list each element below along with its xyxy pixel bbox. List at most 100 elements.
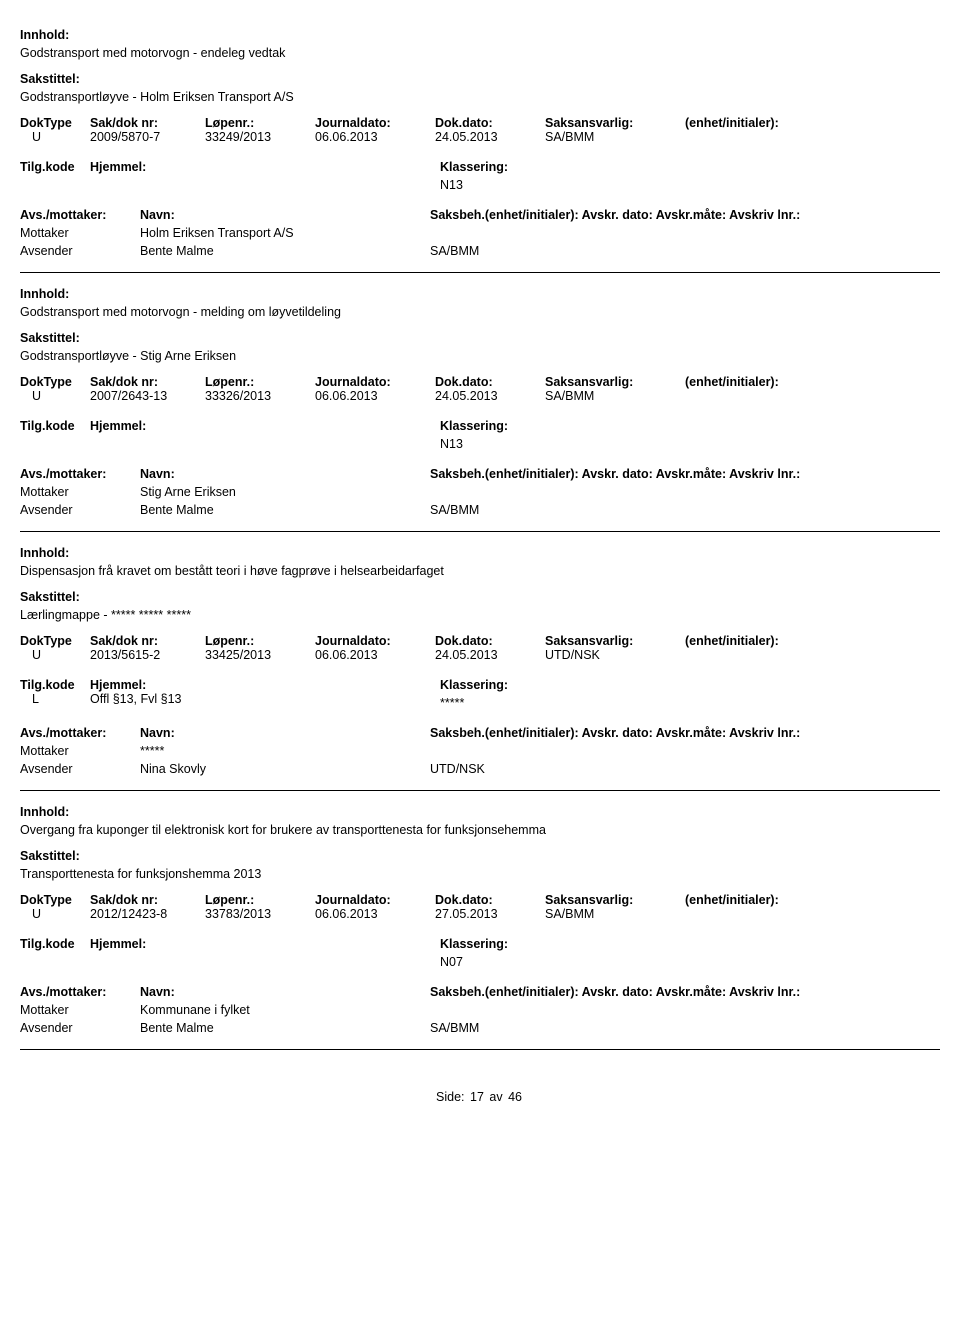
- klassering-label: Klassering:: [440, 160, 508, 174]
- innhold-label: Innhold:: [20, 805, 940, 819]
- saksansvarlig-value: SA/BMM: [545, 130, 685, 144]
- dokdato-header: Dok.dato:: [435, 116, 545, 130]
- journal-record: Innhold: Overgang fra kuponger til elektr…: [20, 805, 940, 1050]
- saknr-header: Sak/dok nr:: [90, 116, 205, 130]
- saksansvarlig-header: Saksansvarlig:: [545, 375, 685, 389]
- klassering-value: N13: [440, 178, 508, 192]
- lopenr-header: Løpenr.:: [205, 116, 315, 130]
- party-name: Bente Malme: [140, 244, 430, 258]
- journaldato-header: Journaldato:: [315, 116, 435, 130]
- saksansvarlig-value: SA/BMM: [545, 389, 685, 403]
- parties-header: Avs./mottaker:Navn:Saksbeh.(enhet/initia…: [20, 208, 940, 222]
- party-unit: SA/BMM: [430, 503, 479, 517]
- party-role: Mottaker: [20, 485, 140, 499]
- journal-record: Innhold:Godstransport med motorvogn - en…: [20, 28, 940, 273]
- doktype-header: DokType: [20, 893, 90, 907]
- enhet-value: [685, 389, 940, 403]
- saksansvarlig-header: Saksansvarlig:: [545, 893, 685, 907]
- parties-header: Avs./mottaker:Navn:Saksbeh.(enhet/initia…: [20, 467, 940, 481]
- party-name: Nina Skovly: [140, 762, 430, 776]
- sakstittel-value: Godstransportløyve - Holm Eriksen Transp…: [20, 90, 940, 104]
- dokdato-value: 27.05.2013: [435, 907, 545, 921]
- doktype-value: U: [20, 389, 90, 403]
- page-footer: Side: 17 av 46: [20, 1090, 940, 1104]
- party-name: *****: [140, 744, 430, 758]
- doktype-header: DokType: [20, 375, 90, 389]
- columns-values: U2012/12423-833783/201306.06.201327.05.2…: [20, 907, 940, 921]
- innhold-label: Innhold:: [20, 28, 940, 42]
- innhold-value: Godstransport med motorvogn - melding om…: [20, 305, 940, 319]
- party-unit: SA/BMM: [430, 1021, 479, 1035]
- saknr-value: 2009/5870-7: [90, 130, 205, 144]
- saksbeh-header: Saksbeh.(enhet/initialer): Avskr. dato: …: [430, 726, 800, 740]
- parties-header: Avs./mottaker:Navn:Saksbeh.(enhet/initia…: [20, 726, 940, 740]
- sakstittel-label: Sakstittel:: [20, 72, 940, 86]
- klassering-label: Klassering:: [440, 419, 508, 433]
- saksansvarlig-header: Saksansvarlig:: [545, 634, 685, 648]
- enhet-header: (enhet/initialer):: [685, 375, 940, 389]
- party-name: Bente Malme: [140, 503, 430, 517]
- party-row: AvsenderNina SkovlyUTD/NSK: [20, 762, 940, 776]
- parties-header: Avs./mottaker:Navn:Saksbeh.(enhet/initia…: [20, 985, 940, 999]
- journal-record: Innhold:Dispensasjon frå kravet om bestå…: [20, 546, 940, 791]
- party-role: Mottaker: [20, 1003, 140, 1017]
- saknr-header: Sak/dok nr:: [90, 893, 205, 907]
- enhet-value: [685, 648, 940, 662]
- saksansvarlig-value: UTD/NSK: [545, 648, 685, 662]
- hjemmel-label: Hjemmel:: [90, 419, 146, 433]
- journaldato-value: 06.06.2013: [315, 907, 435, 921]
- klassering-value: N07: [440, 955, 508, 969]
- journaldato-value: 06.06.2013: [315, 130, 435, 144]
- party-row: MottakerHolm Eriksen Transport A/S: [20, 226, 940, 240]
- journaldato-header: Journaldato:: [315, 634, 435, 648]
- sakstittel-label: Sakstittel:: [20, 331, 940, 345]
- tilgkode-value: L: [20, 692, 90, 706]
- party-row: MottakerKommunane i fylket: [20, 1003, 940, 1017]
- tilgkode-label: Tilg.kode: [20, 937, 90, 969]
- saksbeh-header: Saksbeh.(enhet/initialer): Avskr. dato: …: [430, 467, 800, 481]
- doktype-value: U: [20, 907, 90, 921]
- party-role: Avsender: [20, 762, 140, 776]
- doktype-value: U: [20, 648, 90, 662]
- party-role: Mottaker: [20, 744, 140, 758]
- klassering-value: *****: [440, 696, 508, 710]
- dokdato-value: 24.05.2013: [435, 389, 545, 403]
- saknr-header: Sak/dok nr:: [90, 634, 205, 648]
- columns-header: DokTypeSak/dok nr:Løpenr.:Journaldato:Do…: [20, 634, 940, 648]
- party-role: Mottaker: [20, 226, 140, 240]
- sakstittel-value: Transporttenesta for funksjonshemma 2013: [20, 867, 940, 881]
- doktype-header: DokType: [20, 634, 90, 648]
- lopenr-value: 33783/2013: [205, 907, 315, 921]
- page-total: 46: [508, 1090, 522, 1104]
- columns-values: U2009/5870-733249/201306.06.201324.05.20…: [20, 130, 940, 144]
- party-role: Avsender: [20, 244, 140, 258]
- party-unit: UTD/NSK: [430, 762, 485, 776]
- enhet-header: (enhet/initialer):: [685, 634, 940, 648]
- dokdato-header: Dok.dato:: [435, 375, 545, 389]
- dokdato-header: Dok.dato:: [435, 893, 545, 907]
- avs-mottaker-label: Avs./mottaker:: [20, 726, 140, 740]
- klassering-label: Klassering:: [440, 937, 508, 951]
- avs-mottaker-label: Avs./mottaker:: [20, 985, 140, 999]
- party-name: Holm Eriksen Transport A/S: [140, 226, 430, 240]
- hjemmel-label: Hjemmel:: [90, 937, 146, 951]
- sakstittel-label: Sakstittel:: [20, 849, 940, 863]
- hjemmel-label: Hjemmel:: [90, 160, 146, 174]
- saknr-header: Sak/dok nr:: [90, 375, 205, 389]
- saksansvarlig-value: SA/BMM: [545, 907, 685, 921]
- lopenr-value: 33249/2013: [205, 130, 315, 144]
- innhold-value: Overgang fra kuponger til elektronisk ko…: [20, 823, 940, 837]
- page-number: 17: [470, 1090, 484, 1104]
- dokdato-value: 24.05.2013: [435, 648, 545, 662]
- journaldato-header: Journaldato:: [315, 893, 435, 907]
- lopenr-header: Løpenr.:: [205, 893, 315, 907]
- columns-header: DokTypeSak/dok nr:Løpenr.:Journaldato:Do…: [20, 116, 940, 130]
- doktype-value: U: [20, 130, 90, 144]
- enhet-value: [685, 130, 940, 144]
- klassering-value: N13: [440, 437, 508, 451]
- party-row: AvsenderBente MalmeSA/BMM: [20, 1021, 940, 1035]
- sakstittel-value: Godstransportløyve - Stig Arne Eriksen: [20, 349, 940, 363]
- lopenr-header: Løpenr.:: [205, 375, 315, 389]
- party-row: AvsenderBente MalmeSA/BMM: [20, 244, 940, 258]
- journal-record: Innhold:Godstransport med motorvogn - me…: [20, 287, 940, 532]
